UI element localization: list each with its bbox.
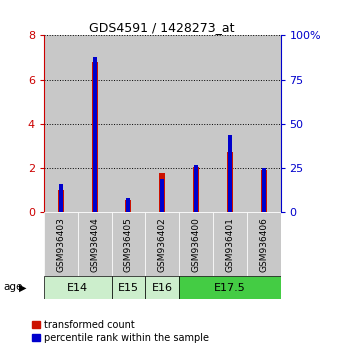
Bar (145, 212, 179, 276)
Bar (179, 276, 281, 299)
Text: GSM936401: GSM936401 (225, 217, 234, 272)
Bar (78, 212, 112, 276)
Bar (228, 135, 232, 212)
Bar (112, 212, 145, 276)
Bar (159, 172, 165, 212)
Bar (160, 179, 164, 212)
Text: GSM936400: GSM936400 (192, 217, 200, 272)
Text: E14: E14 (67, 282, 88, 293)
Bar (262, 168, 266, 212)
Text: GSM936402: GSM936402 (158, 217, 167, 272)
Bar (213, 35, 247, 212)
Bar (179, 35, 213, 212)
Bar (145, 276, 179, 299)
Bar (112, 276, 145, 299)
Text: ▶: ▶ (19, 282, 26, 292)
Bar (44, 276, 112, 299)
Text: E16: E16 (152, 282, 173, 293)
Bar (179, 212, 213, 276)
Bar (194, 165, 198, 212)
Text: E15: E15 (118, 282, 139, 293)
Text: GSM936406: GSM936406 (259, 217, 268, 272)
Bar (92, 62, 98, 212)
Bar (59, 184, 63, 212)
Bar (247, 35, 281, 212)
Bar (44, 212, 78, 276)
Bar (44, 35, 78, 212)
Text: GSM936403: GSM936403 (56, 217, 65, 272)
Text: E17.5: E17.5 (214, 282, 246, 293)
Bar (261, 170, 267, 212)
Bar (58, 190, 64, 212)
Legend: transformed count, percentile rank within the sample: transformed count, percentile rank withi… (32, 320, 209, 343)
Text: age: age (3, 282, 23, 292)
Bar (145, 35, 179, 212)
Text: GSM936405: GSM936405 (124, 217, 133, 272)
Bar (93, 57, 97, 212)
Bar (247, 212, 281, 276)
Text: GSM936404: GSM936404 (90, 217, 99, 272)
Bar (193, 167, 199, 212)
Bar (213, 212, 247, 276)
Bar (78, 35, 112, 212)
Bar (125, 200, 131, 212)
Title: GDS4591 / 1428273_at: GDS4591 / 1428273_at (90, 21, 235, 34)
Bar (112, 35, 145, 212)
Bar (126, 198, 130, 212)
Bar (227, 152, 233, 212)
